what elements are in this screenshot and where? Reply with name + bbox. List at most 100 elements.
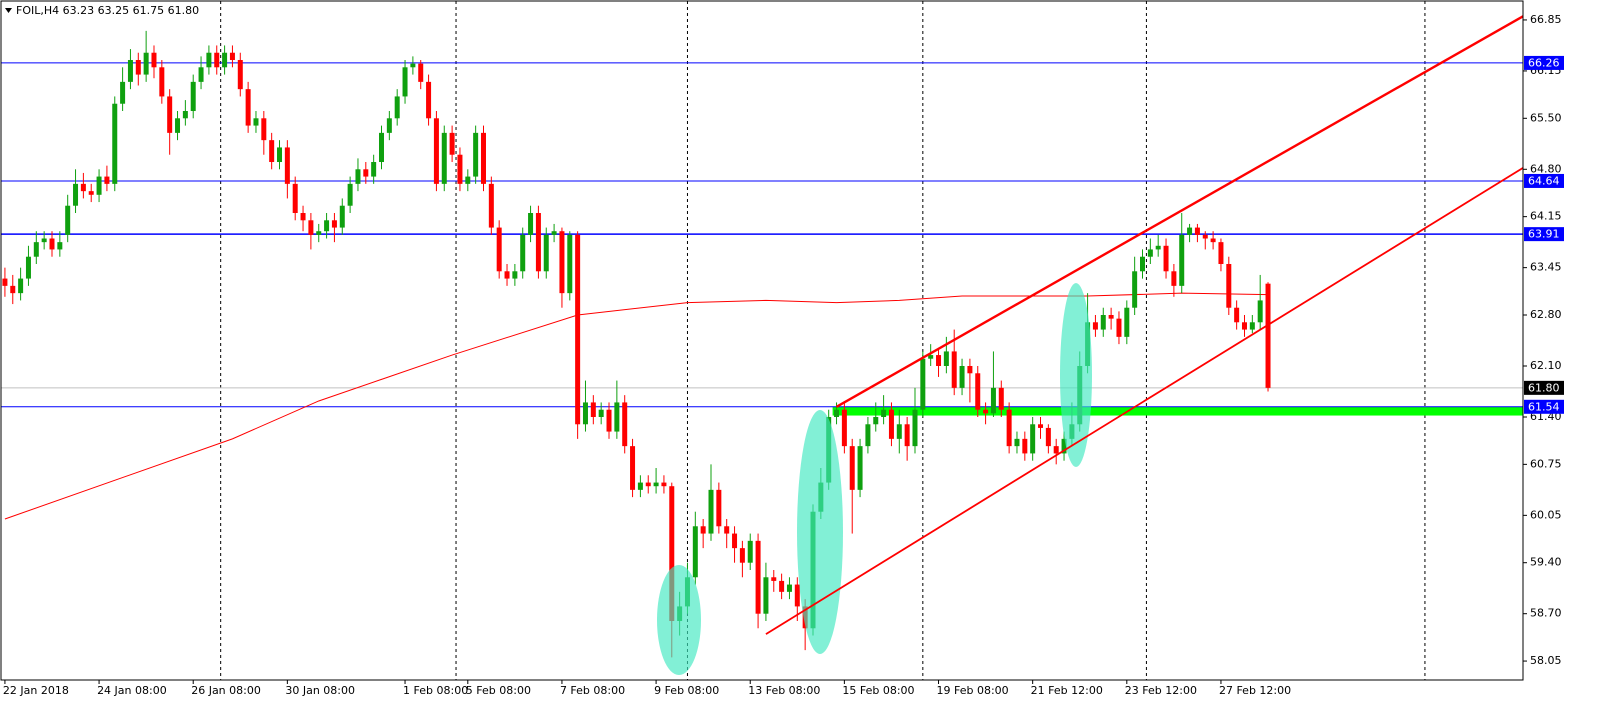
candle-body (928, 355, 934, 359)
candle-body (473, 132, 479, 177)
candle-body (1140, 256, 1145, 272)
candle-body (794, 584, 800, 607)
candle-body (480, 132, 486, 184)
level-label: 63.91 (1528, 228, 1560, 241)
y-tick-label: 60.05 (1530, 508, 1562, 521)
candle-body (324, 220, 330, 232)
candle-body (33, 242, 39, 257)
candle-body (747, 540, 753, 563)
y-tick-label: 63.45 (1530, 261, 1562, 274)
candle-body (771, 577, 777, 581)
x-tick-label: 9 Feb 08:00 (654, 684, 719, 697)
candle-body (347, 183, 353, 206)
candle-body (410, 63, 416, 68)
candle-body (135, 60, 141, 75)
candle-body (253, 118, 259, 126)
candle-body (567, 234, 573, 294)
candle-body (394, 96, 400, 119)
candle-body (2, 278, 8, 286)
candle-body (1116, 318, 1122, 337)
y-tick-label: 62.10 (1530, 359, 1562, 372)
candle-body (841, 409, 847, 447)
y-tick-label: 58.05 (1530, 654, 1562, 667)
candle-body (1210, 238, 1216, 243)
y-tick-label: 58.70 (1530, 607, 1562, 620)
candle-body (175, 118, 181, 133)
highlight-ellipse (657, 565, 701, 675)
candle-body (528, 213, 534, 235)
candle-body (73, 183, 79, 206)
candle-body (1226, 264, 1232, 308)
candle-body (339, 205, 345, 228)
candle-body (96, 176, 102, 195)
candle-body (504, 271, 510, 279)
y-tick-label: 62.80 (1530, 308, 1562, 321)
candle-body (371, 162, 377, 177)
candle-body (881, 409, 887, 417)
candle-body (692, 526, 698, 578)
candle-body (1202, 234, 1208, 239)
candle-body (732, 533, 738, 549)
level-label-box (1524, 399, 1564, 414)
candle-body (1171, 271, 1177, 286)
trendline (765, 167, 1524, 635)
candle-body (943, 351, 949, 366)
candle-body (779, 580, 785, 592)
candle-body (512, 271, 518, 279)
candle-body (669, 486, 675, 621)
candle-body (496, 227, 502, 272)
candle-body (520, 234, 526, 272)
candle-body (637, 482, 643, 490)
candle-body (10, 285, 16, 294)
candle-body (1155, 245, 1161, 250)
candle-body (167, 96, 173, 133)
candle-body (1147, 249, 1153, 257)
candle-body (88, 191, 94, 195)
candle-body (1045, 427, 1051, 447)
candle-body (355, 169, 361, 184)
candle-body (426, 81, 432, 119)
candle-body (904, 424, 910, 447)
candle-body (198, 67, 204, 82)
candle-body (222, 52, 228, 68)
candle-body (708, 489, 714, 534)
candle-body (1194, 227, 1200, 235)
x-tick-label: 30 Jan 08:00 (285, 684, 355, 697)
candle-body (653, 482, 659, 487)
candle-body (1038, 424, 1044, 428)
candle-body (292, 183, 298, 214)
candle-body (1124, 307, 1130, 337)
candle-body (269, 140, 275, 163)
candle-body (18, 278, 24, 294)
candle-body (700, 526, 706, 534)
x-tick-label: 1 Feb 08:00 (403, 684, 468, 697)
candle-body (206, 52, 212, 68)
candle-body (975, 373, 981, 410)
level-label-box (1524, 227, 1564, 242)
candle-body (959, 365, 965, 388)
candle-body (990, 387, 996, 414)
level-label-box (1524, 173, 1564, 188)
candle-body (182, 111, 188, 119)
candle-body (535, 213, 541, 272)
candle-body (998, 387, 1004, 410)
support-zone (832, 406, 1523, 416)
symbol-marker (5, 8, 12, 13)
candle-body (363, 169, 369, 177)
candle-body (1132, 271, 1138, 308)
candle-body (1241, 322, 1247, 330)
candle-body (896, 424, 902, 439)
candle-body (1006, 409, 1012, 447)
candle-body (1265, 283, 1271, 388)
candle-body (331, 220, 337, 228)
candle-body (237, 60, 243, 90)
candle-body (951, 351, 957, 388)
candle-body (120, 81, 126, 104)
y-tick-label: 65.50 (1530, 111, 1562, 124)
candle-body (606, 409, 612, 432)
y-tick-label: 66.85 (1530, 13, 1562, 26)
candle-body (229, 52, 235, 61)
candle-body (1100, 315, 1106, 330)
axes: 66.8566.1565.5064.8064.1563.4562.8062.10… (3, 13, 1564, 697)
